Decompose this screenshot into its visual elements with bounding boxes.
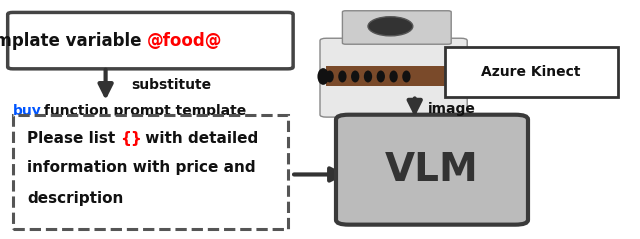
FancyBboxPatch shape bbox=[445, 47, 618, 97]
FancyBboxPatch shape bbox=[320, 38, 467, 117]
Ellipse shape bbox=[368, 17, 413, 36]
Text: function prompt template: function prompt template bbox=[39, 104, 246, 118]
Ellipse shape bbox=[376, 71, 385, 82]
FancyBboxPatch shape bbox=[8, 12, 293, 69]
Text: information with price and: information with price and bbox=[27, 160, 255, 175]
Text: buy: buy bbox=[13, 104, 42, 118]
Text: Template variable: Template variable bbox=[0, 32, 147, 50]
Text: substitute: substitute bbox=[131, 78, 211, 92]
Text: description: description bbox=[27, 191, 124, 206]
Text: with detailed: with detailed bbox=[140, 131, 258, 146]
Text: VLM: VLM bbox=[385, 151, 479, 189]
Text: {}: {} bbox=[120, 131, 142, 146]
Text: @food@: @food@ bbox=[147, 32, 223, 50]
Ellipse shape bbox=[326, 71, 334, 82]
FancyBboxPatch shape bbox=[13, 115, 288, 229]
Ellipse shape bbox=[389, 71, 398, 82]
Text: Azure Kinect: Azure Kinect bbox=[481, 65, 581, 79]
Ellipse shape bbox=[364, 71, 372, 82]
Ellipse shape bbox=[339, 71, 347, 82]
Bar bbox=[326, 66, 461, 86]
Ellipse shape bbox=[317, 68, 329, 85]
Ellipse shape bbox=[351, 71, 360, 82]
FancyBboxPatch shape bbox=[342, 11, 451, 44]
Text: Please list: Please list bbox=[27, 131, 120, 146]
FancyBboxPatch shape bbox=[336, 115, 528, 225]
Ellipse shape bbox=[402, 71, 411, 82]
Text: image: image bbox=[428, 102, 476, 116]
